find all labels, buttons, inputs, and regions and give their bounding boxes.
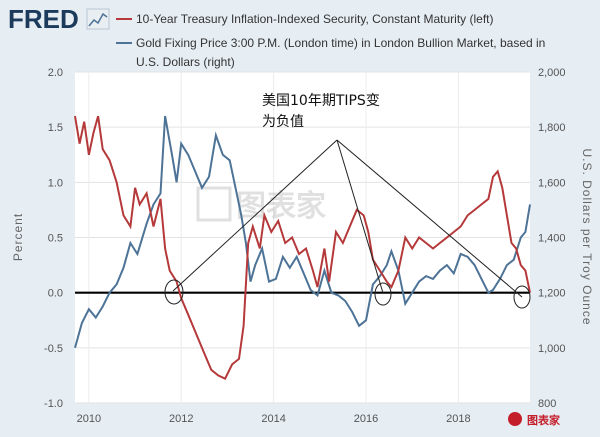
logo-graph-icon	[86, 8, 110, 30]
x-tick-label: 2012	[169, 413, 193, 425]
annotation-lines	[172, 139, 523, 298]
right-tick-label: 800	[538, 398, 556, 410]
legend-label-tips: 10-Year Treasury Inflation-Indexed Secur…	[136, 12, 494, 26]
corner-watermark: 图表家	[508, 412, 561, 427]
fred-logo: FRED	[8, 4, 79, 34]
annotation-line-2: 为负值	[262, 114, 304, 130]
left-tick-label: 1.5	[48, 122, 63, 134]
right-axis-ticks: 2,000 1,800 1,600 1,400 1,200 1,000 800	[538, 67, 566, 410]
series-line-tips	[74, 115, 531, 381]
right-tick-label: 1,600	[538, 177, 566, 189]
center-watermark: 图表家	[196, 186, 326, 224]
series-line-gold	[74, 115, 531, 349]
highlight-circle-2016	[374, 282, 392, 306]
right-tick-label: 1,000	[538, 343, 566, 355]
x-tick-label: 2014	[261, 413, 285, 425]
right-axis-title: U.S. Dollars per Troy Ounce	[580, 148, 594, 325]
right-tick-label: 1,200	[538, 288, 566, 300]
left-axis-title: Percent	[11, 213, 25, 261]
x-tick-label: 2018	[446, 413, 470, 425]
left-axis-ticks: 2.0 1.5 1.0 0.5 0.0 -0.5 -1.0	[44, 67, 63, 410]
highlight-circle-2019	[513, 285, 531, 309]
left-tick-label: 1.0	[48, 177, 63, 189]
right-tick-label: 1,800	[538, 122, 566, 134]
corner-watermark-text: 图表家	[527, 413, 561, 427]
annotation-line-1: 美国10年期TIPS变	[262, 93, 380, 109]
left-tick-label: 0.5	[48, 233, 63, 245]
right-tick-label: 2,000	[538, 67, 566, 79]
highlight-circle-2012	[164, 279, 184, 305]
x-tick-label: 2016	[354, 413, 378, 425]
x-tick-label: 2010	[77, 413, 101, 425]
left-tick-label: 0.0	[48, 288, 63, 300]
legend-label-gold: Gold Fixing Price 3:00 P.M. (London time…	[136, 36, 549, 69]
left-tick-label: -1.0	[44, 398, 63, 410]
right-tick-label: 1,400	[538, 233, 566, 245]
left-tick-label: 2.0	[48, 67, 63, 79]
watermark-text: 图表家	[236, 189, 326, 224]
x-axis-ticks: 2010 2012 2014 2016 2018	[77, 413, 471, 425]
left-tick-label: -0.5	[44, 343, 63, 355]
